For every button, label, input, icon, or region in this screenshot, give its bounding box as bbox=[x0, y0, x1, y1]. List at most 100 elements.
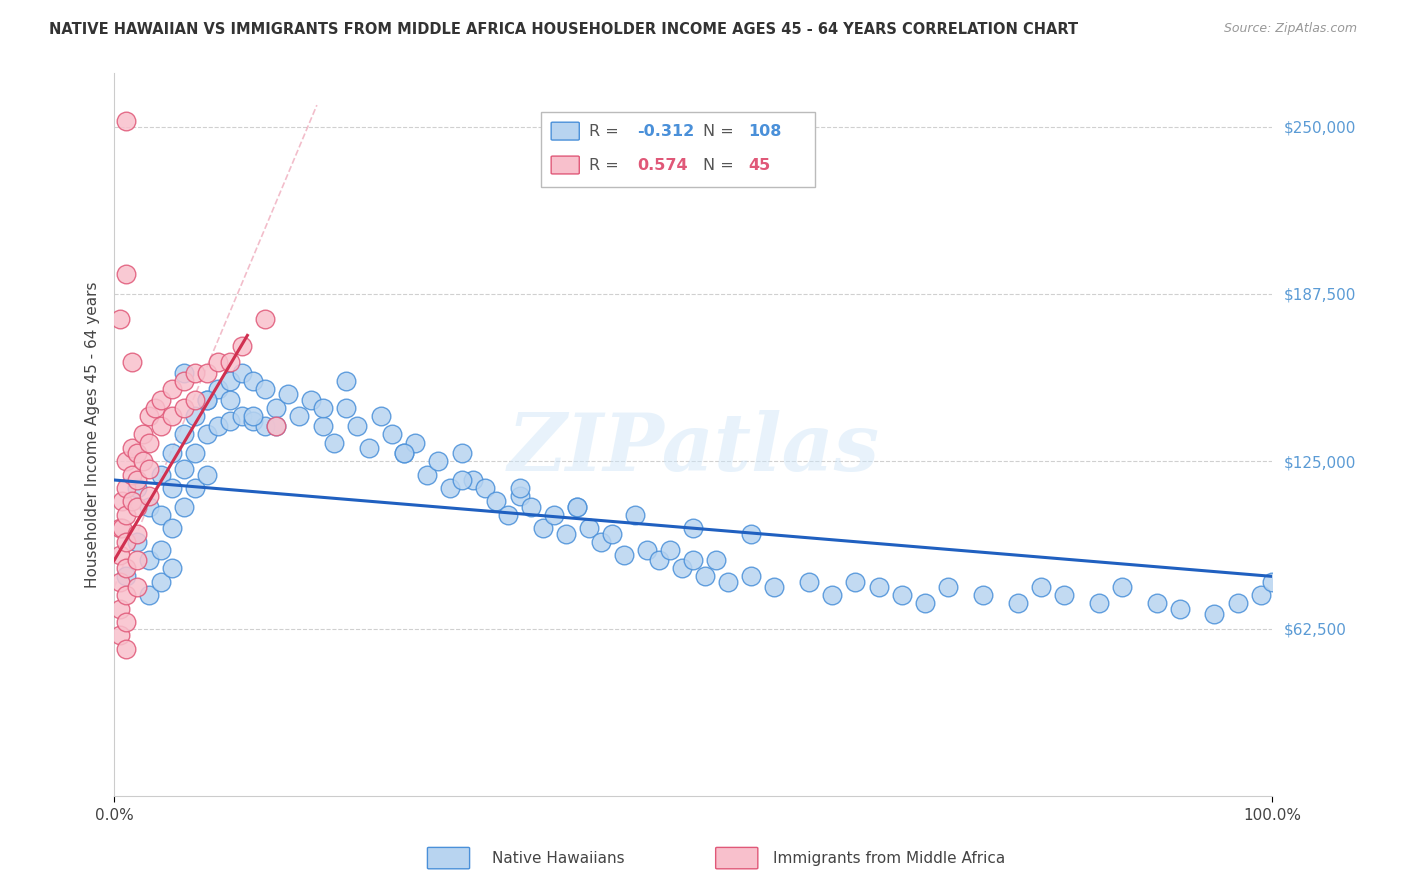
Point bbox=[636, 542, 658, 557]
Point bbox=[589, 534, 612, 549]
Point bbox=[127, 473, 149, 487]
Point bbox=[1226, 596, 1249, 610]
Point bbox=[266, 419, 288, 434]
Point bbox=[173, 366, 195, 380]
Point bbox=[439, 481, 461, 495]
Point bbox=[392, 446, 415, 460]
Point bbox=[121, 355, 143, 369]
Point bbox=[1007, 596, 1029, 610]
Point bbox=[706, 553, 728, 567]
Point bbox=[647, 553, 669, 567]
Point bbox=[335, 401, 357, 415]
Point bbox=[184, 446, 207, 460]
Point bbox=[138, 588, 160, 602]
Point bbox=[936, 580, 959, 594]
Point bbox=[567, 500, 589, 514]
Point bbox=[543, 508, 565, 522]
Point bbox=[740, 526, 762, 541]
Point bbox=[127, 553, 149, 567]
Point bbox=[740, 569, 762, 583]
Point bbox=[567, 500, 589, 514]
Point bbox=[231, 366, 253, 380]
Point bbox=[242, 409, 264, 423]
Point bbox=[972, 588, 994, 602]
Point bbox=[108, 312, 131, 326]
Point bbox=[1204, 607, 1226, 621]
Point bbox=[207, 419, 229, 434]
Point bbox=[184, 481, 207, 495]
Point bbox=[127, 534, 149, 549]
Point bbox=[520, 500, 543, 514]
Point bbox=[450, 473, 472, 487]
Point bbox=[381, 427, 404, 442]
Point bbox=[868, 580, 890, 594]
Point bbox=[160, 409, 183, 423]
Text: Native Hawaiians: Native Hawaiians bbox=[492, 851, 624, 865]
Point bbox=[1261, 574, 1284, 589]
Point bbox=[143, 401, 166, 415]
Point bbox=[173, 500, 195, 514]
Point bbox=[121, 494, 143, 508]
Point bbox=[149, 467, 172, 482]
Text: Immigrants from Middle Africa: Immigrants from Middle Africa bbox=[773, 851, 1005, 865]
Point bbox=[138, 500, 160, 514]
Text: 45: 45 bbox=[748, 158, 770, 172]
Point bbox=[127, 580, 149, 594]
Point bbox=[450, 446, 472, 460]
Point bbox=[554, 526, 576, 541]
Point bbox=[890, 588, 912, 602]
Point bbox=[1053, 588, 1076, 602]
Point bbox=[509, 481, 531, 495]
Point bbox=[600, 526, 623, 541]
Point bbox=[474, 481, 496, 495]
Point bbox=[111, 521, 134, 535]
Point bbox=[1087, 596, 1109, 610]
Text: 0.574: 0.574 bbox=[637, 158, 688, 172]
Point bbox=[242, 414, 264, 428]
Point bbox=[149, 419, 172, 434]
Point bbox=[370, 409, 392, 423]
Y-axis label: Householder Income Ages 45 - 64 years: Householder Income Ages 45 - 64 years bbox=[86, 281, 100, 588]
Point bbox=[404, 435, 426, 450]
Point bbox=[160, 521, 183, 535]
Point bbox=[114, 641, 136, 656]
Point bbox=[195, 467, 218, 482]
Point bbox=[299, 392, 322, 407]
Point bbox=[138, 553, 160, 567]
Text: N =: N = bbox=[703, 124, 740, 138]
Point bbox=[111, 494, 134, 508]
Point bbox=[184, 392, 207, 407]
Point bbox=[173, 374, 195, 388]
Point bbox=[266, 419, 288, 434]
Point bbox=[108, 628, 131, 642]
Point bbox=[693, 569, 716, 583]
Text: 108: 108 bbox=[748, 124, 782, 138]
Point bbox=[323, 435, 346, 450]
Point bbox=[138, 409, 160, 423]
Point bbox=[659, 542, 682, 557]
Point bbox=[266, 401, 288, 415]
Point bbox=[311, 401, 333, 415]
Point bbox=[427, 454, 450, 468]
Point bbox=[682, 553, 704, 567]
Point bbox=[1250, 588, 1272, 602]
Point bbox=[138, 435, 160, 450]
Point bbox=[108, 574, 131, 589]
Point bbox=[242, 374, 264, 388]
Text: R =: R = bbox=[589, 158, 624, 172]
Point bbox=[108, 601, 131, 615]
Point bbox=[231, 339, 253, 353]
Text: N =: N = bbox=[703, 158, 740, 172]
Point bbox=[121, 467, 143, 482]
Point bbox=[149, 508, 172, 522]
Point bbox=[253, 419, 276, 434]
Text: -0.312: -0.312 bbox=[637, 124, 695, 138]
Text: Source: ZipAtlas.com: Source: ZipAtlas.com bbox=[1223, 22, 1357, 36]
Point bbox=[416, 467, 439, 482]
Point bbox=[132, 454, 155, 468]
Point bbox=[160, 561, 183, 575]
Point bbox=[288, 409, 311, 423]
Point bbox=[219, 355, 242, 369]
Point bbox=[121, 441, 143, 455]
Point bbox=[763, 580, 786, 594]
